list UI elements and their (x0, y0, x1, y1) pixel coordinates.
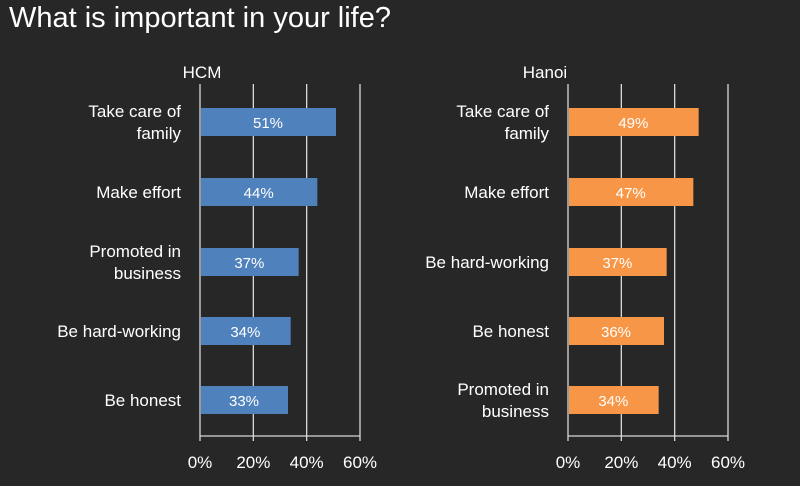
hcm-category-label: Promoted in (89, 242, 181, 261)
hcm-category-label: Be hard-working (57, 322, 181, 341)
hcm-chart-title: HCM (183, 63, 222, 82)
hanoi-data-label: 47% (616, 185, 646, 202)
hanoi-bar (569, 386, 659, 414)
hcm-x-tick-label: 60% (343, 453, 377, 472)
hanoi-data-label: 36% (601, 324, 631, 341)
hanoi-category-label: Be hard-working (425, 253, 549, 272)
hcm-data-label: 33% (229, 393, 259, 410)
hcm-bar (201, 386, 288, 414)
hanoi-x-tick-label: 0% (556, 453, 581, 472)
hcm-data-label: 51% (253, 115, 283, 132)
hanoi-category-label: family (505, 124, 550, 143)
hcm-bar (201, 178, 318, 206)
hcm-bar (201, 108, 336, 136)
hanoi-category-label: Make effort (464, 183, 549, 202)
hanoi-bar (569, 248, 667, 276)
hanoi-bar (569, 108, 699, 136)
hanoi-category-label: Take care of (456, 102, 549, 121)
hanoi-bar (569, 317, 664, 345)
hanoi-x-tick-label: 20% (604, 453, 638, 472)
hcm-category-label: Be honest (104, 391, 181, 410)
hcm-category-label: Take care of (88, 102, 181, 121)
hanoi-data-label: 34% (598, 393, 628, 410)
hanoi-category-label: business (482, 402, 549, 421)
hanoi-bar (569, 178, 694, 206)
hanoi-data-label: 49% (618, 115, 648, 132)
hanoi-data-label: 37% (602, 255, 632, 272)
hcm-x-tick-label: 0% (188, 453, 213, 472)
hcm-category-label: business (114, 264, 181, 283)
hcm-x-tick-label: 40% (290, 453, 324, 472)
hcm-x-tick-label: 20% (236, 453, 270, 472)
hanoi-x-tick-label: 40% (658, 453, 692, 472)
hanoi-x-tick-label: 60% (711, 453, 745, 472)
hanoi-category-label: Promoted in (457, 380, 549, 399)
hcm-bar (201, 248, 299, 276)
hanoi-category-label: Be honest (472, 322, 549, 341)
hcm-data-label: 34% (230, 324, 260, 341)
page-title: What is important in your life? (9, 2, 391, 34)
hcm-category-label: Make effort (96, 183, 181, 202)
hanoi-chart-title: Hanoi (523, 63, 567, 82)
hcm-bar (201, 317, 291, 345)
hcm-category-label: family (137, 124, 182, 143)
hcm-data-label: 37% (234, 255, 264, 272)
hcm-data-label: 44% (244, 185, 274, 202)
